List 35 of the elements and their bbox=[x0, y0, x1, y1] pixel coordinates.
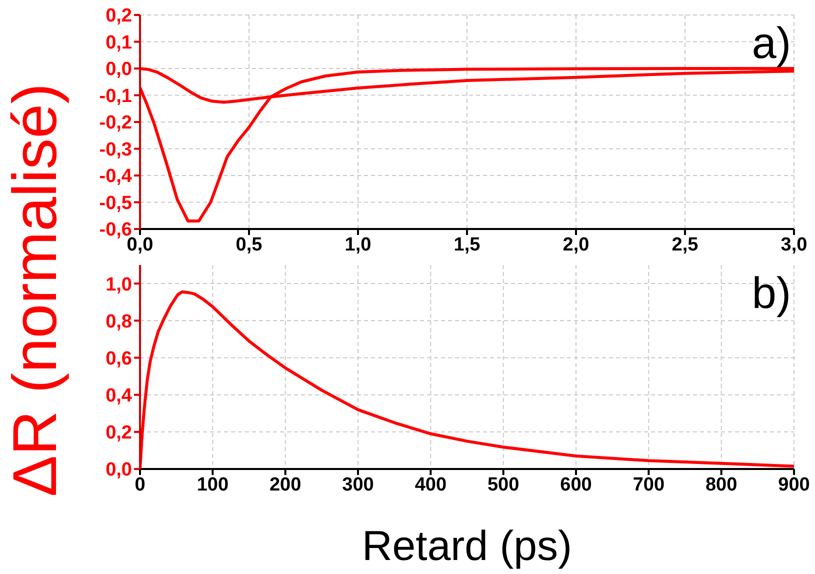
x-tick-label: 300 bbox=[342, 474, 374, 496]
x-tick-label: 1,5 bbox=[454, 234, 481, 256]
x-tick-label: 200 bbox=[269, 474, 302, 496]
y-tick-label: -0,2 bbox=[99, 112, 132, 134]
x-tick-label: 0 bbox=[134, 474, 146, 496]
x-tick-label: 100 bbox=[196, 474, 229, 496]
x-tick-label: 900 bbox=[778, 474, 810, 496]
y-tick-label: 0,2 bbox=[106, 6, 132, 27]
line-series bbox=[140, 67, 794, 222]
x-tick-label: 3,0 bbox=[780, 234, 808, 256]
y-tick-label: 0,6 bbox=[106, 348, 132, 370]
x-tick-label: 2,0 bbox=[562, 234, 590, 256]
y-tick-label: -0,1 bbox=[99, 86, 132, 107]
x-tick-label: 800 bbox=[705, 474, 738, 496]
x-tick-label: 1,0 bbox=[344, 234, 372, 256]
y-tick-label: 0,0 bbox=[106, 460, 132, 481]
y-tick-label: -0,4 bbox=[99, 166, 132, 188]
x-axis-title: Retard (ps) bbox=[362, 522, 572, 569]
y-tick-label: 0,1 bbox=[106, 32, 132, 54]
y-tick-label: -0,5 bbox=[99, 192, 132, 214]
y-tick-label: 0,2 bbox=[106, 422, 132, 444]
y-tick-label: 0,8 bbox=[106, 311, 132, 332]
y-axis-title: ΔR (normalisé) bbox=[1, 83, 70, 497]
y-tick-label: -0,3 bbox=[99, 139, 132, 160]
annotation: a) bbox=[752, 19, 791, 68]
x-tick-label: 0,5 bbox=[236, 234, 263, 256]
x-tick-label: 600 bbox=[560, 474, 592, 496]
x-tick-label: 700 bbox=[632, 474, 665, 496]
y-tick-label: 1,0 bbox=[106, 274, 132, 296]
x-tick-label: 400 bbox=[414, 474, 447, 496]
annotation: b) bbox=[752, 269, 791, 318]
x-tick-label: 500 bbox=[487, 474, 520, 496]
y-tick-label: 0,0 bbox=[106, 59, 132, 80]
y-tick-label: 0,4 bbox=[106, 386, 132, 407]
x-tick-label: 2,5 bbox=[672, 234, 699, 256]
